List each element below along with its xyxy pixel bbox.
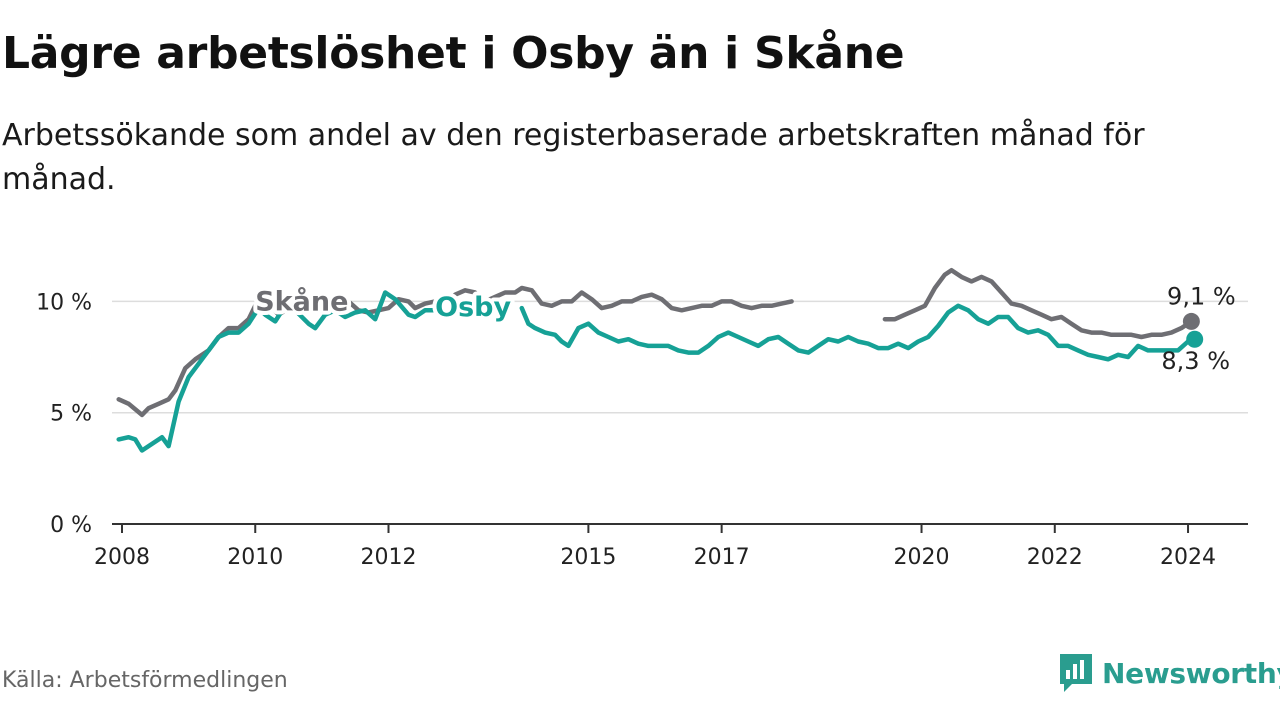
series-label-skane: Skåne bbox=[255, 285, 348, 317]
x-tick-label: 2017 bbox=[694, 545, 750, 570]
end-value-label-skane: 9,1 % bbox=[1167, 282, 1236, 310]
x-tick-label: 2008 bbox=[94, 545, 150, 570]
y-tick-label: 5 % bbox=[50, 402, 92, 427]
x-tick-label: 2012 bbox=[361, 545, 417, 570]
x-tick-label: 2022 bbox=[1027, 545, 1083, 570]
x-tick-label: 2024 bbox=[1160, 545, 1216, 570]
y-tick-label: 10 % bbox=[36, 290, 92, 315]
x-tick-label: 2010 bbox=[227, 545, 283, 570]
y-axis-ticks: 0 % 5 % 10 % bbox=[36, 290, 92, 538]
series-line-skane bbox=[116, 285, 794, 418]
series-label-osby: Osby bbox=[435, 292, 511, 323]
gridlines bbox=[112, 300, 1248, 414]
newsworthy-logo[interactable]: Newsworthy bbox=[1058, 652, 1280, 694]
series-label-halo-skane: Skåne bbox=[255, 285, 348, 317]
x-axis: 2008 2010 2012 2015 2017 2020 2022 2024 bbox=[94, 523, 1248, 570]
series-label-halo-osby: Osby bbox=[435, 292, 511, 323]
series-line-skane bbox=[882, 267, 1194, 340]
end-point-skane bbox=[1182, 312, 1200, 330]
end-point-osby bbox=[1186, 330, 1204, 348]
series-line-osby bbox=[519, 303, 1197, 362]
source-note: Källa: Arbetsförmedlingen bbox=[2, 668, 288, 693]
end-value-label-osby: 8,3 % bbox=[1161, 347, 1230, 375]
series-line-osby bbox=[116, 290, 438, 453]
chart-subtitle: Arbetssökande som andel av den registerb… bbox=[2, 118, 1145, 197]
newsworthy-icon bbox=[1060, 654, 1092, 692]
brand-name: Newsworthy bbox=[1102, 656, 1280, 690]
series-lines bbox=[116, 267, 1204, 453]
x-tick-label: 2020 bbox=[894, 545, 950, 570]
chart-title: Lägre arbetslöshet i Osby än i Skåne bbox=[2, 28, 905, 79]
x-tick-label: 2015 bbox=[560, 545, 616, 570]
y-tick-label: 0 % bbox=[50, 513, 92, 538]
